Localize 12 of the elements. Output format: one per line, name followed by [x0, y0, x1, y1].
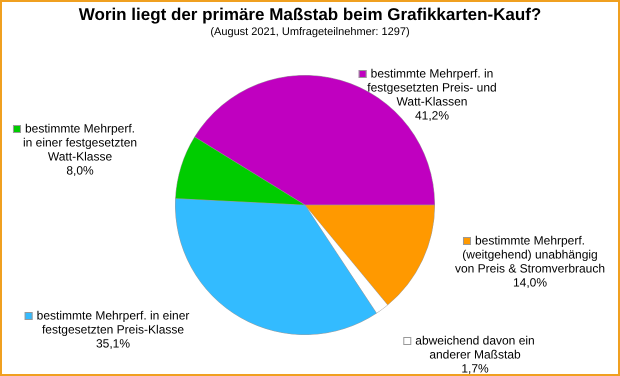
data-label: 14,0%: [512, 275, 548, 290]
chart-subtitle: (August 2021, Umfrageteilnehmer: 1297): [209, 26, 411, 38]
data-label: 1,7%: [461, 361, 489, 376]
data-label: 41,2%: [414, 108, 450, 122]
legend-label: abweichend davon ein anderer Maßstab: [415, 333, 535, 362]
legend-label: bestimmte Mehrperf. in einer festgesetzten Watt-Klasse: [22, 121, 138, 164]
data-label: 8,0%: [66, 163, 94, 178]
data-label: 35,1%: [96, 336, 130, 350]
legend-label: bestimmte Mehrperf. in festgesetzten Preis- und Watt-Klassen: [367, 66, 497, 108]
chart-title: Worin liegt der primäre Maßstab beim Grafikkarten-Kauf?: [78, 5, 542, 25]
legend-label: bestimmte Mehrperf. in einer festgesetzten Preis-Klasse: [36, 308, 190, 336]
legend-label: bestimmte Mehrperf. (weitgehend) unabhängig von Preis & Stromverbrauch: [454, 233, 606, 276]
